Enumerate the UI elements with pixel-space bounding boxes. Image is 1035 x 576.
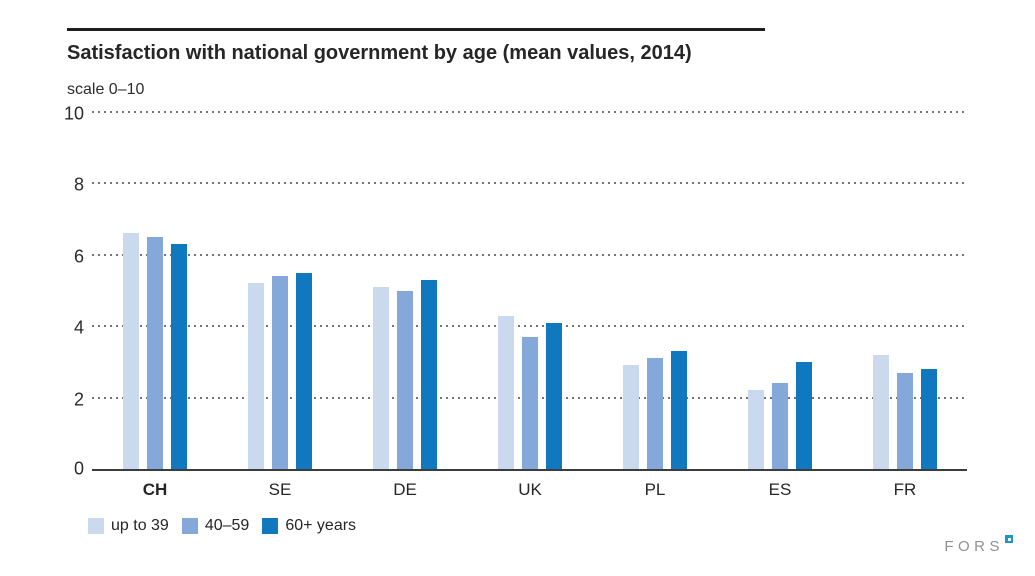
x-label-ES: ES <box>768 480 792 499</box>
x-axis-line <box>92 469 967 471</box>
legend-swatch-icon <box>262 518 279 534</box>
legend-swatch-icon <box>181 518 198 534</box>
y-tick-label-0: 0 <box>73 458 84 479</box>
x-label-PL: PL <box>644 480 666 499</box>
y-tick-label-10: 10 <box>63 103 84 124</box>
bar-CH-40-59 <box>147 236 163 469</box>
legend-item-60-years: 60+ years <box>262 517 356 535</box>
bar-group-ES <box>748 361 812 469</box>
bar-CH-60-years <box>171 244 187 469</box>
bar-PL-40-59 <box>647 358 663 469</box>
fors-logo-text: FORS <box>944 538 1004 555</box>
bar-CH-up-to-39 <box>123 233 139 469</box>
bar-PL-up-to-39 <box>623 365 639 469</box>
bar-group-CH <box>123 233 187 469</box>
gridline-6 <box>92 253 967 256</box>
y-tick-label-2: 2 <box>73 389 84 410</box>
gridline-4 <box>92 325 967 328</box>
bar-FR-40-59 <box>897 372 913 469</box>
legend-item-up-to-39: up to 39 <box>88 517 169 535</box>
x-label-CH: CH <box>142 480 168 499</box>
legend-item-40-59: 40–59 <box>181 517 250 535</box>
bar-group-PL <box>623 351 687 469</box>
bar-UK-60-years <box>546 322 562 469</box>
y-tick-label-6: 6 <box>73 246 84 267</box>
chart-title: Satisfaction with national government by… <box>67 42 692 64</box>
title-rule <box>67 28 765 31</box>
bar-SE-up-to-39 <box>248 283 264 469</box>
bar-UK-40-59 <box>522 336 538 469</box>
fors-logo: FORS <box>944 535 1013 555</box>
bar-FR-60-years <box>921 369 937 469</box>
bar-FR-up-to-39 <box>873 354 889 469</box>
bar-group-UK <box>498 315 562 469</box>
gridline-10 <box>92 111 967 113</box>
bar-UK-up-to-39 <box>498 315 514 469</box>
x-label-SE: SE <box>268 480 292 499</box>
legend-label: up to 39 <box>111 517 169 534</box>
bar-group-DE <box>373 279 437 469</box>
bar-ES-40-59 <box>772 383 788 469</box>
bar-SE-40-59 <box>272 276 288 469</box>
y-tick-label-4: 4 <box>73 317 84 338</box>
x-label-UK: UK <box>518 480 542 499</box>
bar-group-SE <box>248 272 312 469</box>
bar-ES-60-years <box>796 361 812 469</box>
bar-SE-60-years <box>296 272 312 469</box>
bar-DE-40-59 <box>397 290 413 469</box>
chart-scale-note: scale 0–10 <box>67 81 145 98</box>
legend-swatch-icon <box>88 518 104 534</box>
legend-label: 60+ years <box>285 517 357 534</box>
bar-ES-up-to-39 <box>748 390 764 469</box>
fors-logo-mark-icon <box>1005 535 1013 543</box>
x-label-FR: FR <box>893 480 917 499</box>
legend-label: 40–59 <box>204 517 250 534</box>
bar-DE-up-to-39 <box>373 286 389 469</box>
y-tick-label-8: 8 <box>73 174 84 195</box>
x-label-DE: DE <box>393 480 417 499</box>
gridline-8 <box>92 182 967 185</box>
bar-DE-60-years <box>421 279 437 469</box>
legend: up to 39 40–59 60+ years <box>88 517 356 535</box>
plot-area: 0 2 4 6 8 10 CH SE DE UK PL ES FR <box>64 104 967 499</box>
bar-group-FR <box>873 354 937 469</box>
bar-PL-60-years <box>671 351 687 469</box>
